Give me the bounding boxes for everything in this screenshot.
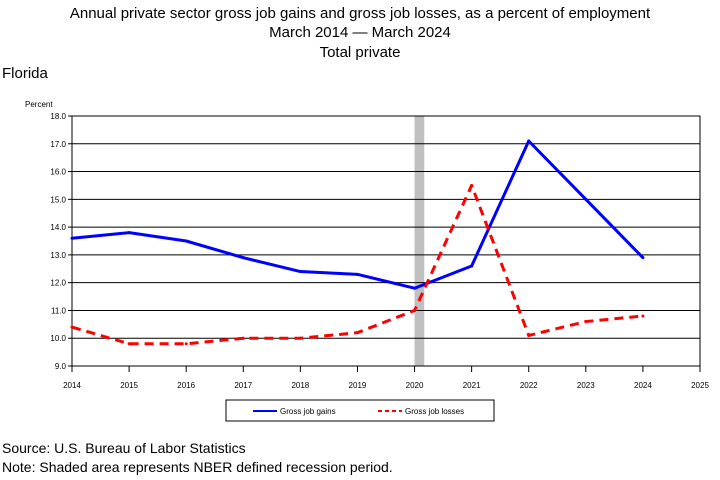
x-tick-label: 2019 — [349, 381, 367, 390]
data-point-series-2 — [241, 336, 245, 340]
region-label: Florida — [2, 65, 48, 82]
data-point-series-1 — [241, 256, 245, 260]
y-tick-label: 13.0 — [50, 251, 66, 260]
y-axis-label: Percent — [25, 100, 53, 109]
recession-note: Note: Shaded area represents NBER define… — [2, 459, 393, 475]
data-point-series-2 — [470, 183, 474, 187]
y-tick-label: 10.0 — [50, 334, 66, 343]
chart-subtitle-date-range: March 2014 — March 2024 — [269, 24, 451, 41]
x-tick-label: 2025 — [691, 381, 709, 390]
series-line-2 — [71, 183, 644, 346]
data-point-series-2 — [413, 308, 417, 312]
legend-label-1: Gross job gains — [280, 407, 336, 416]
chart-title: Annual private sector gross job gains an… — [69, 5, 651, 22]
data-point-series-1 — [70, 236, 74, 240]
data-point-series-1 — [584, 197, 588, 201]
y-tick-label: 9.0 — [55, 362, 67, 371]
y-tick-label: 18.0 — [50, 112, 66, 121]
data-point-series-1 — [127, 231, 131, 235]
data-point-series-1 — [470, 264, 474, 268]
plot-frame — [71, 115, 701, 367]
source-note: Source: U.S. Bureau of Labor Statistics — [2, 440, 246, 456]
x-tick-label: 2015 — [120, 381, 138, 390]
x-tick-label: 2021 — [463, 381, 481, 390]
x-tick-label: 2020 — [406, 381, 424, 390]
data-point-series-1 — [298, 270, 302, 274]
x-tick-label: 2014 — [63, 381, 81, 390]
legend-box — [225, 399, 495, 422]
x-tick-label: 2018 — [291, 381, 309, 390]
data-point-series-2 — [184, 342, 188, 346]
x-tick-label: 2022 — [520, 381, 538, 390]
chart-subtitle-industry: Total private — [319, 44, 401, 61]
legend-label-2: Gross job losses — [405, 407, 464, 416]
x-tick-label: 2024 — [634, 381, 652, 390]
data-point-series-1 — [413, 286, 417, 290]
data-point-series-2 — [527, 333, 531, 337]
series-line-1 — [71, 139, 644, 290]
data-point-series-2 — [355, 331, 359, 335]
y-tick-label: 17.0 — [50, 140, 66, 149]
data-point-series-1 — [355, 272, 359, 276]
data-point-series-1 — [641, 256, 645, 260]
y-tick-label: 12.0 — [50, 279, 66, 288]
data-point-series-2 — [127, 342, 131, 346]
data-point-series-2 — [584, 320, 588, 324]
data-point-series-2 — [298, 336, 302, 340]
x-tick-label: 2023 — [577, 381, 595, 390]
data-point-series-2 — [641, 314, 645, 318]
data-point-series-1 — [184, 239, 188, 243]
data-point-series-1 — [527, 139, 531, 143]
x-tick-label: 2016 — [177, 381, 195, 390]
y-tick-label: 16.0 — [50, 168, 66, 177]
recession-shading — [414, 116, 425, 366]
y-tick-label: 11.0 — [51, 306, 67, 315]
y-tick-label: 14.0 — [50, 223, 66, 232]
x-tick-label: 2017 — [234, 381, 252, 390]
y-tick-label: 15.0 — [50, 195, 66, 204]
line-chart: Percent 9.0 10.0 11.0 12.0 13.0 14.0 15.0 16.0 1… — [25, 100, 709, 422]
data-point-series-2 — [70, 325, 74, 329]
